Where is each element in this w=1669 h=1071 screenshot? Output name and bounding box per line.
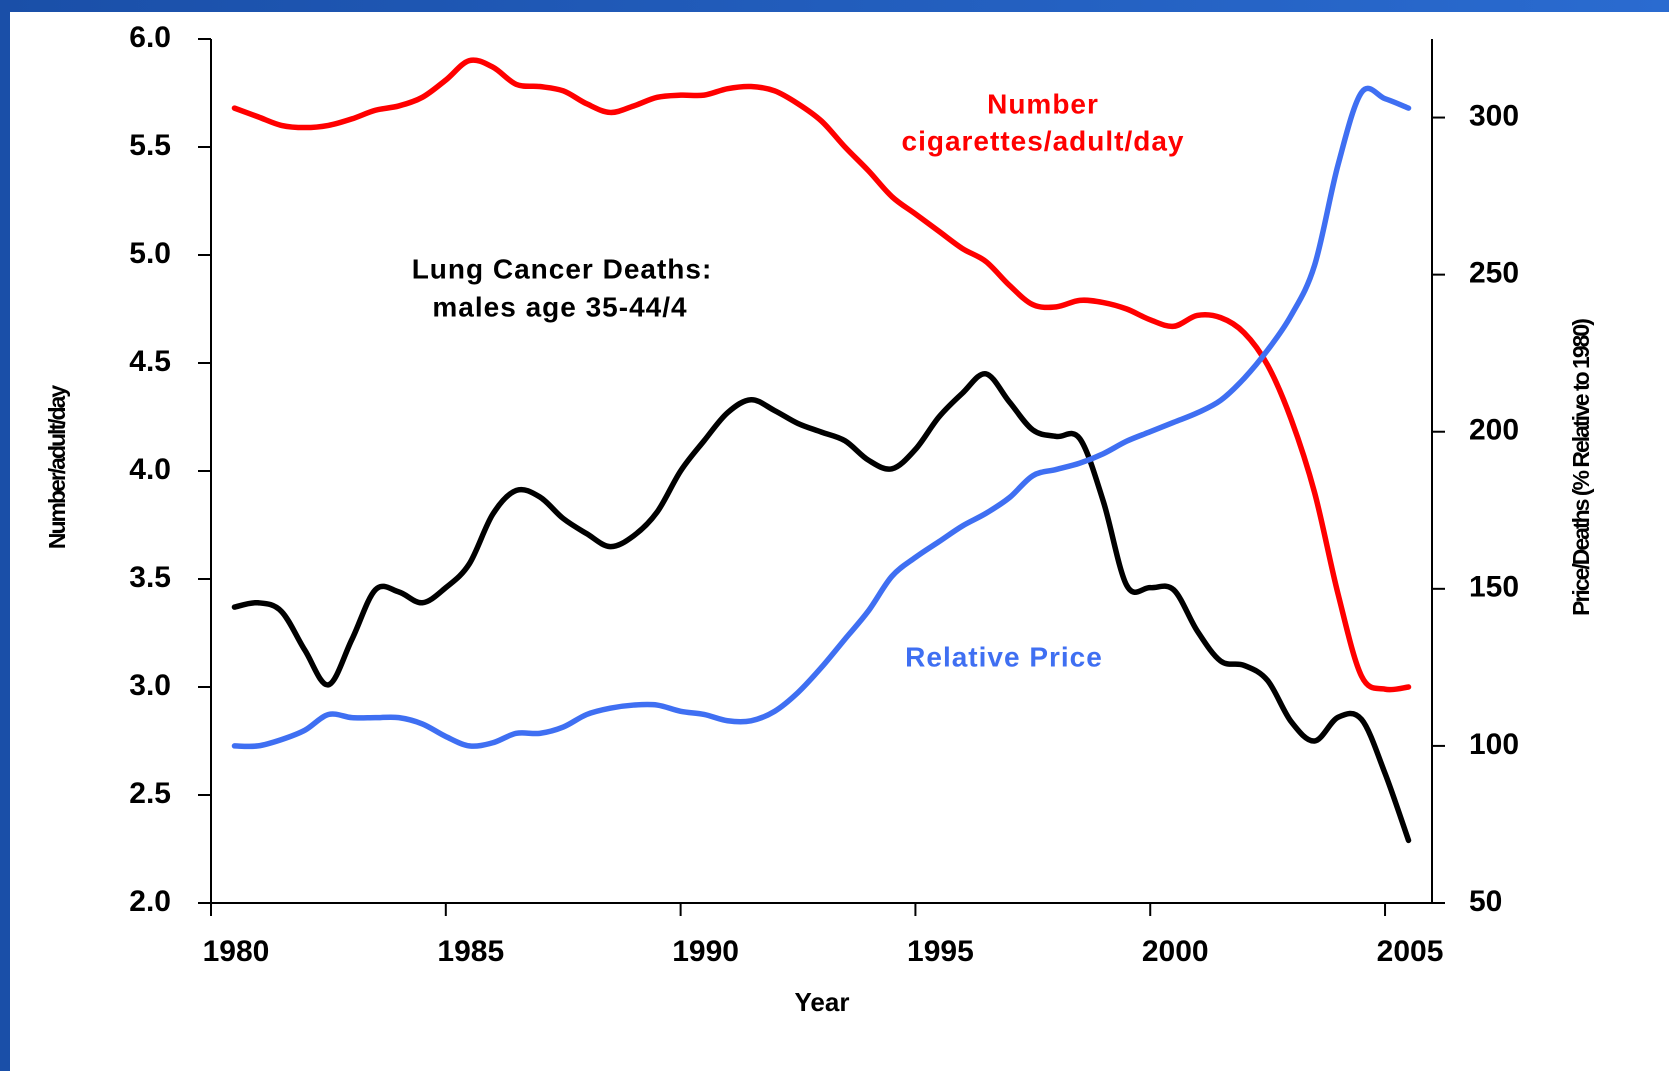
y2-tick-label: 300 — [1469, 99, 1519, 132]
y2-tick-label: 50 — [1469, 885, 1502, 918]
x-tick-label: 2005 — [1377, 935, 1444, 968]
series-line — [231, 57, 1412, 693]
annotation: Number — [987, 88, 1099, 119]
x-tick-label: 1990 — [672, 935, 739, 968]
y-tick-label: 5.0 — [129, 237, 171, 270]
y-axis-title: Number/adult/day — [44, 385, 70, 549]
y-tick-label: 6.0 — [129, 21, 171, 54]
y2-tick-label: 150 — [1469, 571, 1519, 604]
y2-axis-title: Price/Deaths (% Relative to 1980) — [1568, 319, 1594, 616]
series-line — [231, 371, 1412, 844]
y-tick-label: 5.5 — [129, 129, 171, 162]
y-tick-label: 4.0 — [129, 453, 171, 486]
x-tick-label: 1995 — [907, 935, 974, 968]
x-tick-label: 2000 — [1142, 935, 1209, 968]
annotation: cigarettes/adult/day — [902, 125, 1185, 156]
annotation: males age 35-44/4 — [432, 291, 687, 322]
annotation: Relative Price — [905, 641, 1103, 672]
y-tick-label: 2.0 — [129, 885, 171, 918]
y-tick-label: 4.5 — [129, 345, 171, 378]
x-tick-label: 1980 — [203, 935, 270, 968]
y-tick-label: 3.5 — [129, 561, 171, 594]
slide-body — [10, 12, 1669, 1071]
series-line — [231, 85, 1412, 750]
y-tick-label: 3.0 — [129, 669, 171, 702]
y2-tick-label: 250 — [1469, 257, 1519, 290]
y2-tick-label: 200 — [1469, 414, 1519, 447]
x-axis-title: Year — [795, 987, 850, 1017]
y2-tick-label: 100 — [1469, 728, 1519, 761]
y-tick-label: 2.5 — [129, 777, 171, 810]
x-tick-label: 1985 — [437, 935, 504, 968]
annotation: Lung Cancer Deaths: — [412, 253, 713, 284]
